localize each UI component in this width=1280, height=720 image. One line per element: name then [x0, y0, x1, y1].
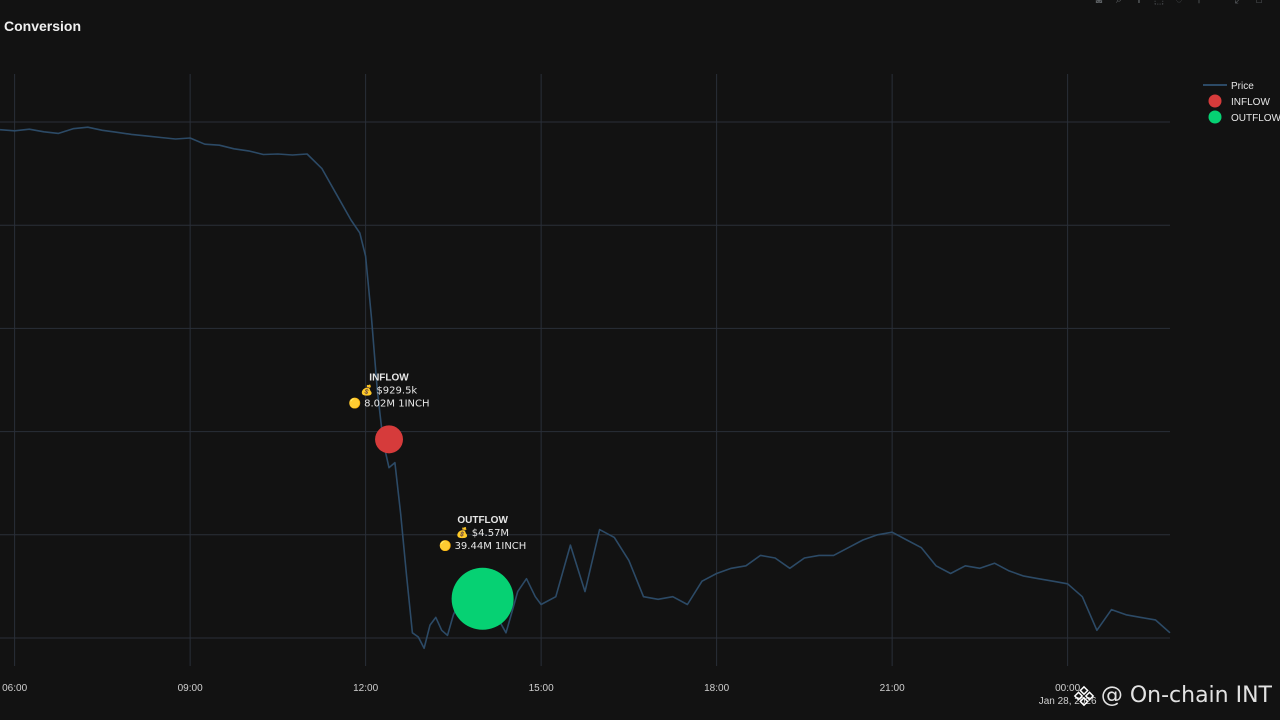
lasso-icon[interactable]: ◌ — [1175, 0, 1183, 6]
inflow-annotation-usd: 💰 $929.5k — [361, 383, 418, 396]
x-tick-label: 06:00 — [2, 683, 27, 694]
legend-outflow-label: OUTFLOW — [1231, 113, 1280, 124]
autoscale-icon[interactable]: ⤢ — [1234, 0, 1244, 6]
grid-layer — [0, 74, 1170, 666]
x-tick-label: 18:00 — [704, 683, 729, 694]
legend-price-label: Price — [1231, 81, 1254, 92]
x-tick-sublabel: Jan 28, 2026 — [1039, 696, 1097, 707]
outflow-marker — [451, 567, 514, 630]
binance-logo-icon — [1073, 685, 1095, 706]
legend-inflow-swatch — [1208, 94, 1222, 108]
inflow-annotation-token: 🟡 8.02M 1INCH — [349, 396, 430, 409]
outflow-annotation-token: 🟡 39.44M 1INCH — [439, 539, 526, 552]
zoom-icon[interactable]: ⌕ — [1115, 0, 1123, 6]
x-axis-ticks: 06:00 09:00 12:00 15:00 18:00 21:00 00:00 Jan 2… — [2, 683, 1097, 707]
box-select-icon[interactable]: ⬚ — [1153, 0, 1165, 6]
legend-outflow-swatch — [1208, 110, 1222, 124]
x-tick-label: 15:00 — [529, 683, 554, 694]
legend-inflow-label: INFLOW — [1231, 97, 1270, 108]
legend: Price INFLOW OUTFLOW — [1203, 81, 1280, 124]
annotation-layer: INFLOW💰 $929.5k🟡 8.02M 1INCH OUTFLOW💰 $4.… — [349, 372, 527, 551]
x-tick-label: 09:00 — [178, 683, 203, 694]
price-line-layer — [0, 126, 1171, 650]
x-tick-label: 12:00 — [353, 683, 378, 694]
outflow-annotation-title: OUTFLOW — [457, 515, 508, 526]
modebar: ◙ ⌕ ✛ ⬚ ◌ ＋ － ⤢ ⌂ — [1092, 0, 1266, 6]
price-line — [0, 126, 1171, 650]
watermark: @ On-chain INT — [1073, 683, 1272, 708]
reset-axes-icon[interactable]: ⌂ — [1255, 0, 1263, 6]
pan-icon[interactable]: ✛ — [1134, 0, 1144, 6]
camera-icon[interactable]: ◙ — [1095, 0, 1103, 6]
chart-title: Conversion — [4, 18, 82, 34]
zoom-in-icon[interactable]: ＋ — [1193, 0, 1205, 6]
inflow-annotation-title: INFLOW — [369, 372, 409, 383]
watermark-text: @ On-chain INT — [1100, 683, 1272, 708]
x-tick-label: 00:00 — [1055, 683, 1080, 694]
inflow-marker — [375, 425, 404, 454]
x-tick-label: 21:00 — [880, 683, 905, 694]
zoom-out-icon[interactable]: － — [1213, 0, 1225, 6]
outflow-annotation-usd: 💰 $4.57M — [456, 526, 509, 539]
flow-marker-layer — [375, 425, 514, 630]
